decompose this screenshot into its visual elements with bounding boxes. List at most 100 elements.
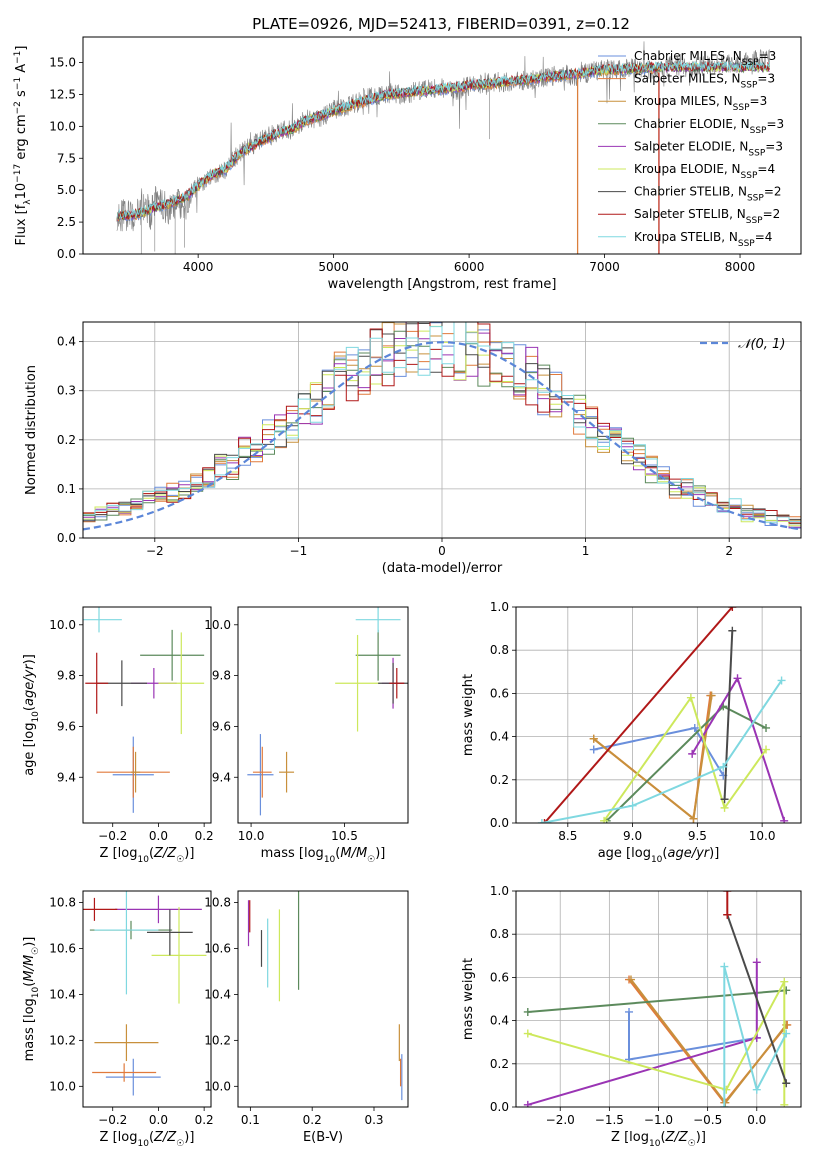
plot-area-weight-vs-Z bbox=[523, 891, 792, 1107]
weight-marker bbox=[537, 819, 546, 823]
x-tick-label: −0.2 bbox=[98, 829, 127, 843]
x-tick-label: 8.5 bbox=[558, 829, 577, 843]
panel-residuals: −2 −1 0 1 2 0.0 0.1 0.2 0.3 0.4 (data-model)/error… bbox=[24, 321, 802, 576]
legend-label: Chabrier ELODIE, NSSP=3 bbox=[634, 117, 784, 136]
y-tick-label: 9.6 bbox=[57, 719, 76, 733]
y-tick-label: 0.0 bbox=[57, 531, 76, 545]
weight-marker bbox=[728, 626, 737, 635]
panel-spectrum: 4000 5000 6000 7000 8000 0.0 2.5 5.0 7.5 10.0 12.5… bbox=[13, 36, 802, 292]
x-tick-label: −1 bbox=[290, 544, 308, 558]
x-tick-label: 0.3 bbox=[364, 1113, 383, 1127]
x-tick-label: 2 bbox=[725, 544, 733, 558]
legend-label: Kroupa STELIB, NSSP=4 bbox=[634, 230, 772, 249]
weight-marker bbox=[600, 816, 609, 823]
x-axis-label: Z [log10(Z/Z☉)] bbox=[100, 846, 195, 865]
y-tick-label: 0.1 bbox=[57, 482, 76, 496]
x-tick-label: 0.0 bbox=[149, 829, 168, 843]
y-tick-label: 10.8 bbox=[204, 895, 231, 909]
x-tick-label: 1 bbox=[582, 544, 590, 558]
axes-frame bbox=[82, 321, 802, 539]
y-tick-label: 0.6 bbox=[490, 686, 509, 700]
weight-marker bbox=[707, 691, 716, 700]
panel-mass-vs-ebv: 0.1 0.2 0.3 10.0 10.2 10.4 10.6 10.8 E(B-V) bbox=[204, 890, 409, 1145]
plot-area-mass-vs-Z bbox=[83, 891, 207, 1096]
axes-frame bbox=[82, 890, 212, 1108]
weight-marker bbox=[688, 749, 697, 758]
normal-pdf-curve bbox=[83, 341, 801, 531]
weight-marker bbox=[780, 1100, 789, 1107]
axes-frame bbox=[237, 606, 409, 824]
y-axis-label: Flux [fλ10−17 erg cm−2 s−1 A−1] bbox=[13, 46, 33, 246]
weight-marker bbox=[626, 975, 635, 984]
axes-frame bbox=[515, 606, 802, 824]
legend-label: Salpeter STELIB, NSSP=2 bbox=[634, 207, 780, 226]
weight-marker bbox=[523, 1100, 532, 1107]
legend-label: Kroupa ELODIE, NSSP=4 bbox=[634, 162, 775, 181]
weight-marker bbox=[721, 1098, 730, 1107]
x-tick-label: 9.0 bbox=[623, 829, 642, 843]
weight-line bbox=[527, 980, 786, 1105]
weight-marker bbox=[777, 676, 786, 685]
x-axis-label: mass [log10(M/M☉)] bbox=[261, 846, 386, 865]
weight-line bbox=[726, 914, 788, 1084]
x-tick-label: 0.0 bbox=[149, 1113, 168, 1127]
legend-label: Kroupa MILES, NSSP=3 bbox=[634, 94, 767, 113]
plot-area-spectrum bbox=[116, 41, 770, 254]
plot-area-age-vs-Z bbox=[83, 607, 205, 813]
x-tick-label: 5000 bbox=[318, 260, 349, 274]
legend-label: Salpeter ELODIE, NSSP=3 bbox=[634, 139, 783, 158]
weight-marker bbox=[523, 1007, 532, 1016]
y-tick-label: 9.6 bbox=[212, 719, 231, 733]
y-tick-label: 10.0 bbox=[49, 1079, 76, 1093]
y-axis-label: mass weight bbox=[461, 674, 476, 756]
figure-title: PLATE=0926, MJD=52413, FIBERID=0391, z=0… bbox=[252, 15, 630, 33]
weight-marker bbox=[719, 762, 728, 771]
y-tick-label: 15.0 bbox=[49, 56, 76, 70]
weight-marker bbox=[523, 1029, 532, 1038]
x-tick-label: −2 bbox=[146, 544, 164, 558]
y-tick-label: 0.2 bbox=[490, 773, 509, 787]
x-axis-label: Z [log10(Z/Z☉)] bbox=[611, 1130, 706, 1149]
y-tick-label: 10.2 bbox=[204, 1033, 231, 1047]
weight-line bbox=[527, 989, 787, 1013]
panel-age-vs-Z: −0.2 0.0 0.2 9.4 9.6 9.8 10.0 Z [log10(Z/Z☉)] ag… bbox=[22, 606, 214, 865]
x-tick-label: 10.0 bbox=[749, 829, 776, 843]
weight-line bbox=[527, 962, 758, 1106]
weight-marker bbox=[780, 977, 789, 986]
spectrum-model-line bbox=[116, 60, 770, 219]
x-axis-label: age [log10(age/yr)] bbox=[598, 846, 720, 865]
weight-marker bbox=[780, 816, 789, 823]
weight-marker bbox=[690, 723, 699, 732]
x-tick-label: −0.5 bbox=[693, 1113, 722, 1127]
y-tick-label: 0.2 bbox=[490, 1057, 509, 1071]
plot-area-age-vs-mass bbox=[247, 607, 408, 816]
x-tick-label: 4000 bbox=[183, 260, 214, 274]
weight-marker bbox=[720, 795, 729, 804]
weight-line bbox=[593, 695, 713, 820]
x-tick-label: 8000 bbox=[725, 260, 756, 274]
x-tick-label: 6000 bbox=[454, 260, 485, 274]
y-tick-label: 10.0 bbox=[49, 119, 76, 133]
weight-marker bbox=[540, 819, 549, 823]
y-axis-label: mass weight bbox=[461, 958, 476, 1040]
y-tick-label: 12.5 bbox=[49, 87, 76, 101]
y-tick-label: 9.4 bbox=[57, 770, 76, 784]
x-axis-label: (data-model)/error bbox=[382, 561, 503, 576]
x-tick-label: 0.2 bbox=[195, 829, 214, 843]
weight-marker bbox=[689, 814, 698, 823]
weight-marker bbox=[752, 958, 761, 967]
x-tick-label: 0.2 bbox=[195, 1113, 214, 1127]
x-tick-label: 0 bbox=[438, 544, 446, 558]
legend-label: 𝒩(0, 1) bbox=[738, 337, 785, 352]
y-tick-label: 1.0 bbox=[490, 884, 509, 898]
y-tick-label: 0.0 bbox=[490, 1100, 509, 1114]
y-tick-label: 7.5 bbox=[57, 151, 76, 165]
weight-marker bbox=[720, 1103, 729, 1107]
x-tick-label: 10.5 bbox=[331, 829, 358, 843]
weight-line bbox=[603, 696, 767, 822]
y-tick-label: 0.4 bbox=[490, 1014, 509, 1028]
x-tick-label: −2.0 bbox=[546, 1113, 575, 1127]
y-tick-label: 10.6 bbox=[49, 941, 76, 955]
weight-marker bbox=[723, 891, 732, 895]
weight-marker bbox=[782, 1029, 791, 1038]
